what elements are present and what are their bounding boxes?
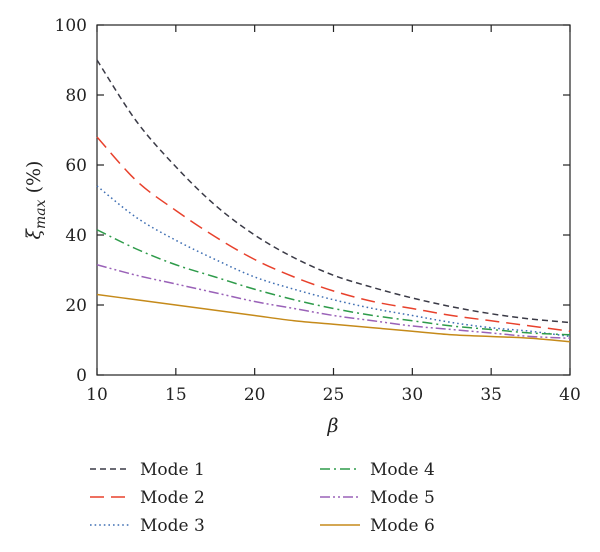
series-line-mode-4 — [96, 229, 571, 336]
legend: Mode 1 Mode 2 Mode 3 Mode 4 Mode 5 Mode 6 — [90, 460, 435, 536]
y-tick-label: 20 — [65, 296, 87, 316]
series-line-mode-2 — [96, 136, 571, 332]
legend-item-mode-1: Mode 1 — [90, 460, 205, 480]
legend-label: Mode 6 — [370, 516, 435, 536]
series-line-mode-3 — [96, 185, 571, 338]
legend-label: Mode 2 — [140, 488, 205, 508]
y-axis-label: ξmax (%) — [23, 161, 49, 240]
legend-label: Mode 3 — [140, 516, 205, 536]
y-tick-label: 40 — [65, 226, 87, 246]
series-line-mode-1 — [96, 59, 571, 324]
legend-item-mode-3: Mode 3 — [90, 516, 205, 536]
legend-label: Mode 5 — [370, 488, 435, 508]
x-axis-label: β — [327, 415, 339, 437]
series-line-mode-5 — [96, 264, 571, 339]
legend-item-mode-6: Mode 6 — [320, 516, 435, 536]
y-axis: 0 20 40 60 80 100 — [55, 16, 570, 386]
x-tick-label: 35 — [480, 385, 502, 405]
x-axis: 10 15 20 25 30 35 40 — [86, 25, 581, 405]
series-line-mode-6 — [96, 293, 571, 343]
legend-item-mode-2: Mode 2 — [90, 488, 205, 508]
x-tick-label: 30 — [402, 385, 424, 405]
x-tick-label: 25 — [323, 385, 345, 405]
y-tick-label: 80 — [65, 86, 87, 106]
x-tick-label: 20 — [244, 385, 266, 405]
legend-item-mode-5: Mode 5 — [320, 488, 435, 508]
legend-label: Mode 1 — [140, 460, 205, 480]
y-tick-label: 100 — [55, 16, 87, 36]
x-tick-label: 10 — [86, 385, 108, 405]
series-group — [96, 59, 571, 343]
legend-label: Mode 4 — [370, 460, 435, 480]
y-tick-label: 60 — [65, 156, 87, 176]
y-axis-label-sub: max — [33, 199, 49, 229]
y-tick-label: 0 — [76, 366, 87, 386]
y-axis-label-main: ξ — [23, 227, 45, 239]
x-tick-label: 40 — [559, 385, 581, 405]
y-axis-label-suffix: (%) — [23, 161, 45, 200]
legend-item-mode-4: Mode 4 — [320, 460, 435, 480]
x-tick-label: 15 — [165, 385, 187, 405]
svg-text:ξmax (%): ξmax (%) — [23, 161, 49, 240]
